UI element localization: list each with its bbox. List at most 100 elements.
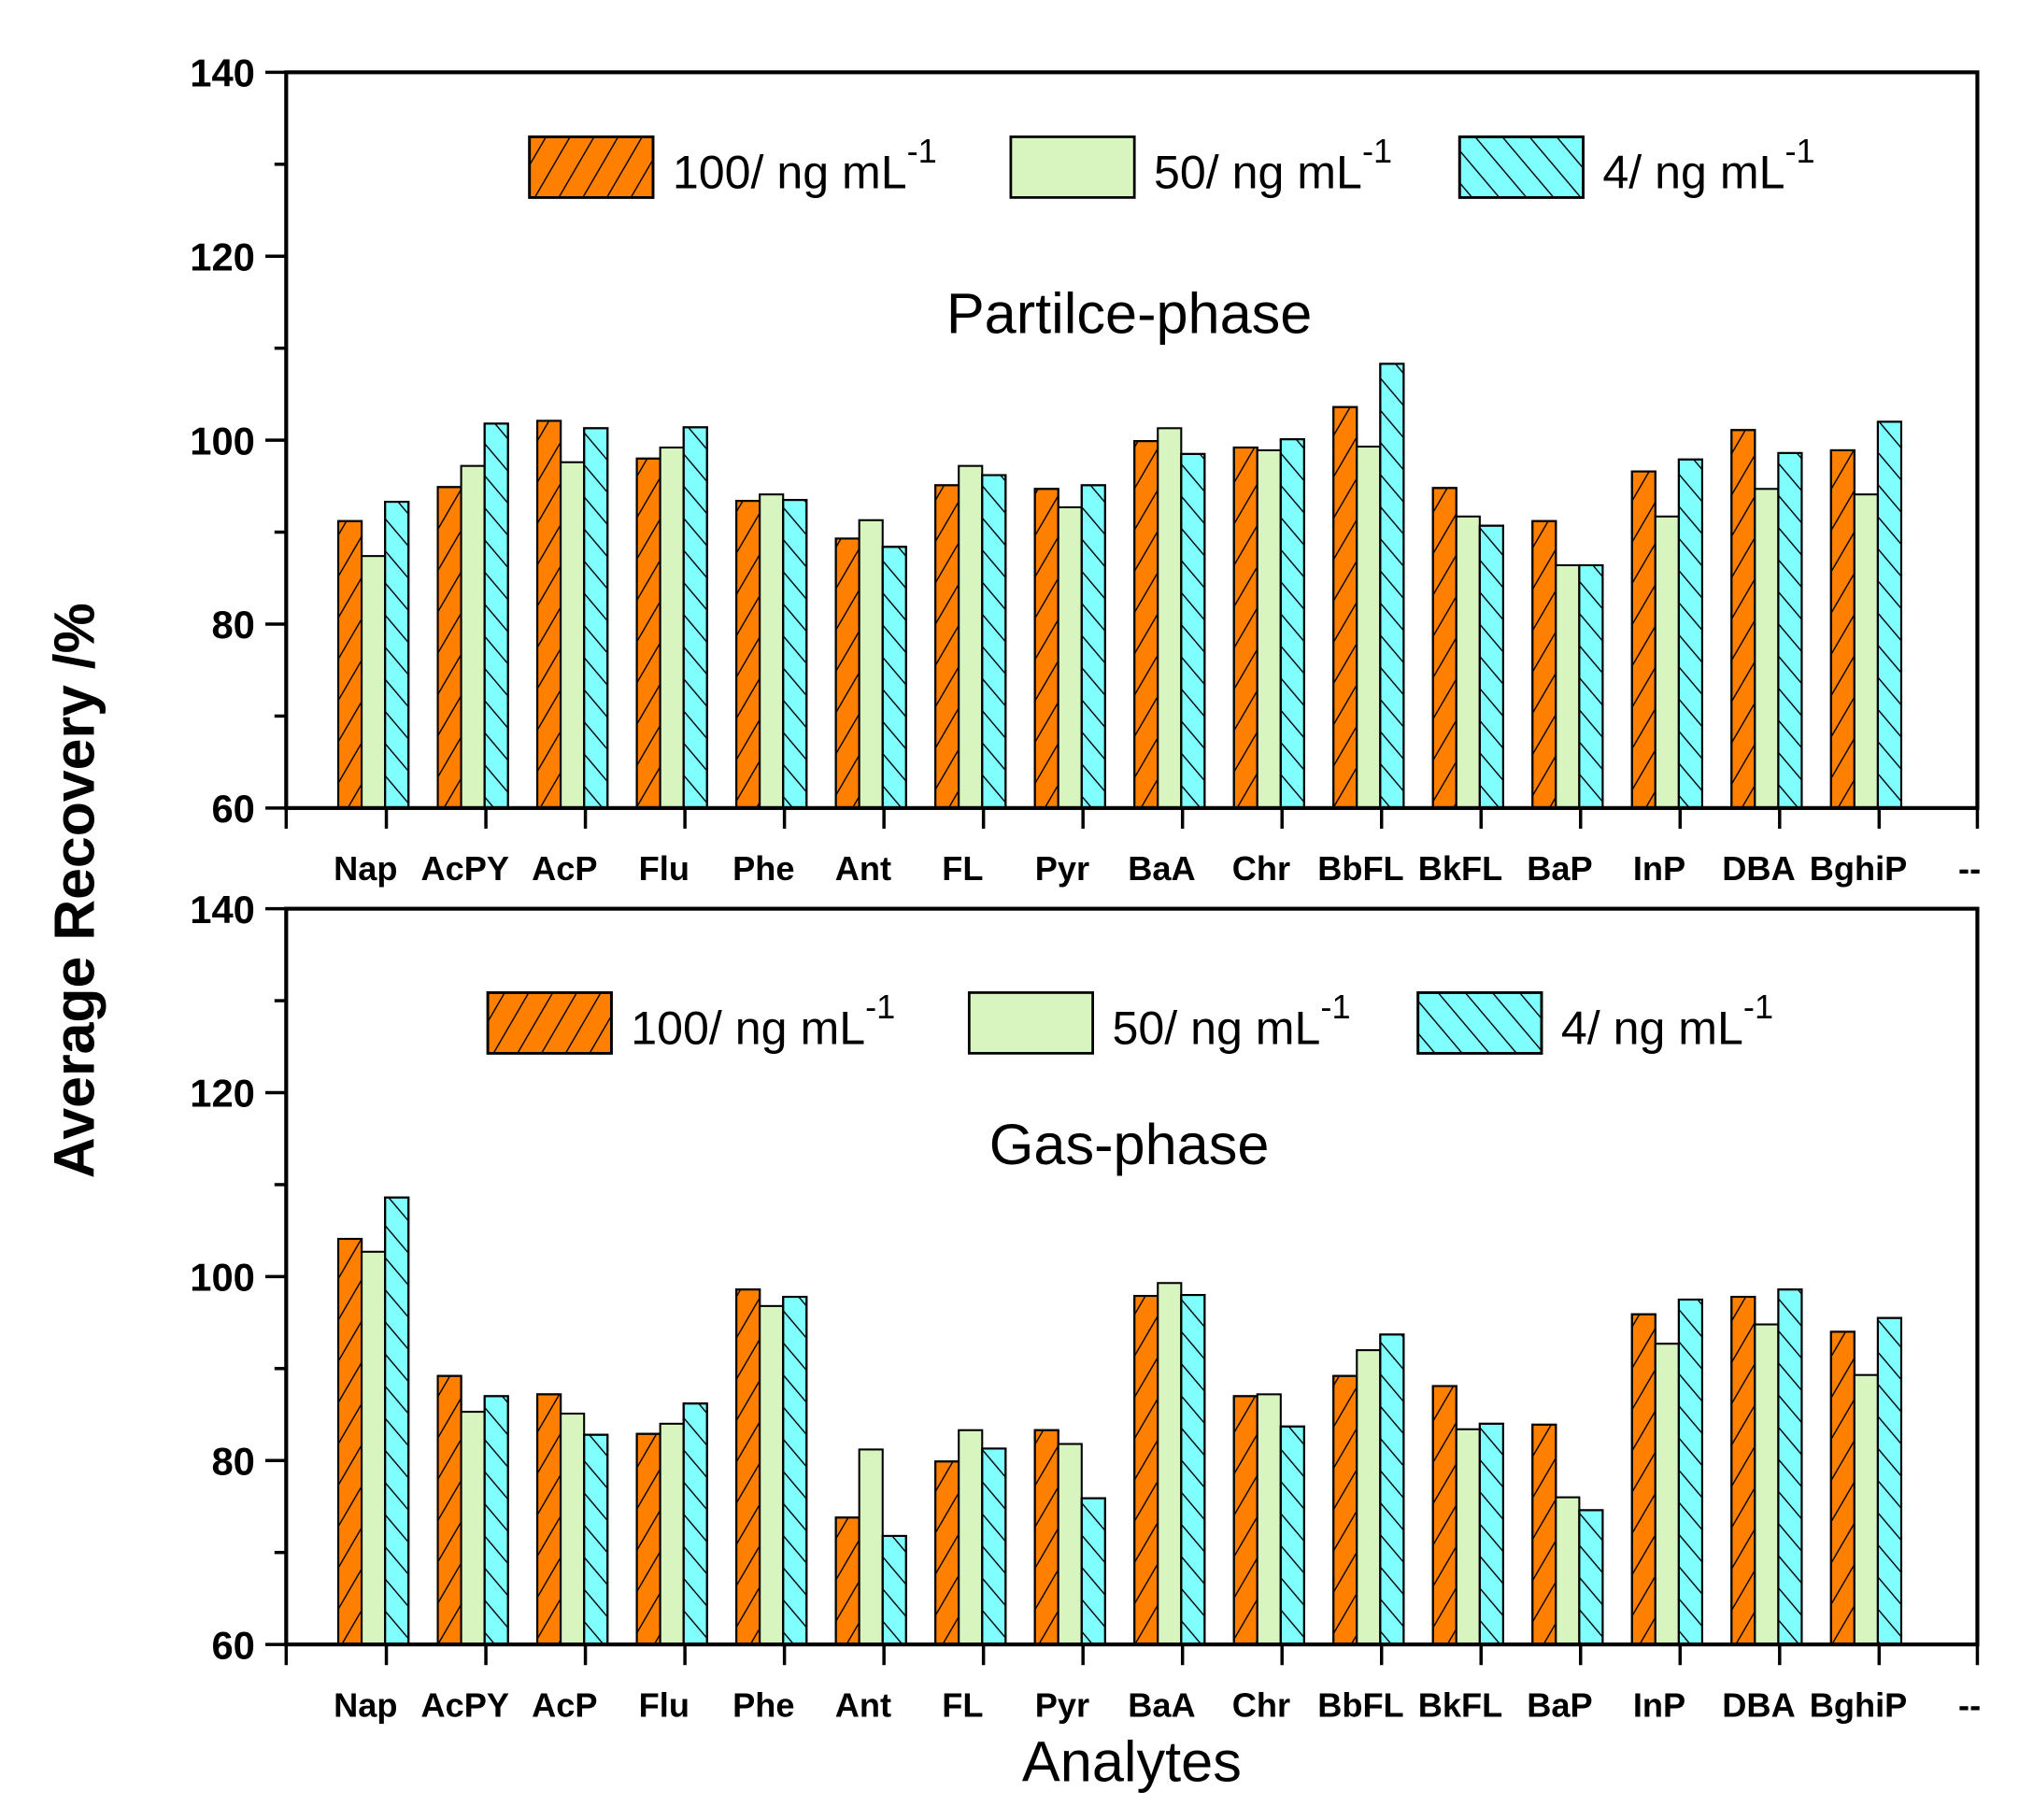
x-tick-label: BaA <box>1128 849 1195 888</box>
bar-hatch <box>1531 519 1557 809</box>
bar-hatch <box>1677 458 1703 809</box>
x-tick-label: AcP <box>532 849 597 888</box>
bar-hatch <box>336 1237 363 1646</box>
bar-hatch <box>384 1196 410 1646</box>
bar-Ant-1 <box>858 1448 884 1646</box>
legend-label-text: 4/ ng mL <box>1561 1002 1743 1055</box>
bar-Nap-1 <box>361 555 387 809</box>
bar-FL-1 <box>958 1429 984 1646</box>
x-tick-label: BaP <box>1527 1686 1592 1725</box>
bar-AcP-1 <box>560 1412 586 1646</box>
legend-swatch <box>967 991 1095 1055</box>
bar-hatch <box>981 474 1007 809</box>
bar-hatch <box>483 422 509 809</box>
x-tick-label: FL <box>942 849 983 888</box>
legend-label-text: 4/ ng mL <box>1602 147 1784 199</box>
x-tick-label: Pyr <box>1035 849 1089 888</box>
bar-Flu-1 <box>659 1422 685 1646</box>
bar-hatch <box>1180 452 1206 809</box>
y-tick-label: 140 <box>190 888 255 931</box>
panel-particle: 60 80 100 120 140 Nap AcPY AcP Flu Phe Ant FL Pyr BaA… <box>190 51 1981 888</box>
x-tick-label: Ant <box>835 849 891 888</box>
plot-frame <box>284 70 1980 810</box>
x-tick-label: Nap <box>334 849 397 888</box>
y-tick-label: 120 <box>190 235 255 279</box>
legend-swatch-hatch <box>486 991 613 1055</box>
legend-swatch-hatch <box>1457 135 1585 199</box>
legend: 100/ ng mL-1 50/ ng mL-1 4/ ng mL-1 <box>528 132 1815 199</box>
panel-title: Partilce-phase <box>946 282 1313 346</box>
x-axis-label: Analytes <box>1022 1730 1242 1794</box>
y-tick-label: 80 <box>211 1440 254 1484</box>
bar-Flu-1 <box>659 446 685 809</box>
legend-swatch-hatch <box>528 135 655 199</box>
x-tick-label: -- <box>1958 849 1981 888</box>
x-tick-label: BghiP <box>1810 1686 1908 1725</box>
x-tick-label: Flu <box>639 849 690 888</box>
x-tick-label: Flu <box>639 1686 690 1725</box>
legend-label: 100/ ng mL-1 <box>631 988 895 1054</box>
bar-hatch <box>934 484 960 809</box>
bar-hatch <box>1730 429 1756 809</box>
bar-hatch <box>1332 405 1358 809</box>
x-tick-label: Chr <box>1232 849 1290 888</box>
x-tick-label: Phe <box>732 1686 794 1725</box>
bar-hatch <box>1578 1509 1604 1646</box>
y-tick-label: 80 <box>211 603 254 647</box>
legend-label-sup: -1 <box>907 132 937 170</box>
legend-label-sup: -1 <box>1743 988 1773 1026</box>
x-tick-label: Nap <box>334 1686 397 1725</box>
bar-Chr-1 <box>1256 448 1282 809</box>
bar-hatch <box>834 537 860 809</box>
y-axis-label: Average Recovery /% <box>42 603 106 1178</box>
bar-hatch <box>1133 440 1159 809</box>
bar-hatch <box>635 1432 661 1646</box>
x-tick-label: AcPY <box>421 1686 510 1725</box>
bar-AcP-1 <box>560 461 586 809</box>
bar-hatch <box>1431 1385 1457 1646</box>
bar-hatch <box>1379 363 1405 809</box>
bar-hatch <box>881 1534 907 1646</box>
y-tick-label: 100 <box>190 419 255 462</box>
bar-hatch <box>1080 484 1106 809</box>
bar-hatch <box>1279 438 1305 809</box>
bar-hatch <box>981 1447 1007 1646</box>
bar-hatch <box>1332 1374 1358 1646</box>
bar-hatch <box>436 486 462 809</box>
bar-hatch <box>1876 420 1903 809</box>
x-tick-label: BghiP <box>1810 849 1908 888</box>
x-tick-label: -- <box>1958 1686 1981 1725</box>
bar-hatch <box>635 457 661 809</box>
bar-BaA-1 <box>1157 427 1183 809</box>
bar-hatch <box>1630 1313 1656 1646</box>
bar-hatch <box>1033 488 1059 809</box>
bar-hatch <box>1379 1333 1405 1646</box>
bar-BghiP-1 <box>1853 493 1879 809</box>
bar-DBA-1 <box>1754 488 1780 809</box>
legend-label: 100/ ng mL-1 <box>673 132 937 198</box>
bar-hatch <box>1279 1425 1305 1646</box>
bar-hatch <box>1180 1294 1206 1646</box>
bar-Pyr-1 <box>1057 1443 1083 1646</box>
plot-frame <box>284 906 1980 1647</box>
x-tick-label: Chr <box>1232 1686 1290 1725</box>
bar-hatch <box>1478 524 1504 809</box>
bar-hatch <box>834 1516 860 1646</box>
bar-BghiP-1 <box>1853 1373 1879 1646</box>
bar-hatch <box>735 500 761 809</box>
bar-hatch <box>735 1288 761 1646</box>
bar-BkFL-1 <box>1455 515 1481 809</box>
bar-hatch <box>1578 563 1604 809</box>
bar-Pyr-1 <box>1057 505 1083 809</box>
bar-hatch <box>536 1393 562 1646</box>
bar-hatch <box>384 501 410 809</box>
bar-hatch <box>536 419 562 809</box>
legend-swatch-hatch <box>1416 991 1543 1055</box>
bar-hatch <box>1232 446 1258 809</box>
panel-gas: 60 80 100 120 140 Nap AcPY AcP Flu Phe Ant FL Pyr BaA… <box>190 888 1981 1724</box>
legend-label: 4/ ng mL-1 <box>1602 132 1814 198</box>
x-tick-label: BbFL <box>1317 1686 1403 1725</box>
bar-BaP-1 <box>1555 563 1581 809</box>
bar-hatch <box>1232 1395 1258 1646</box>
